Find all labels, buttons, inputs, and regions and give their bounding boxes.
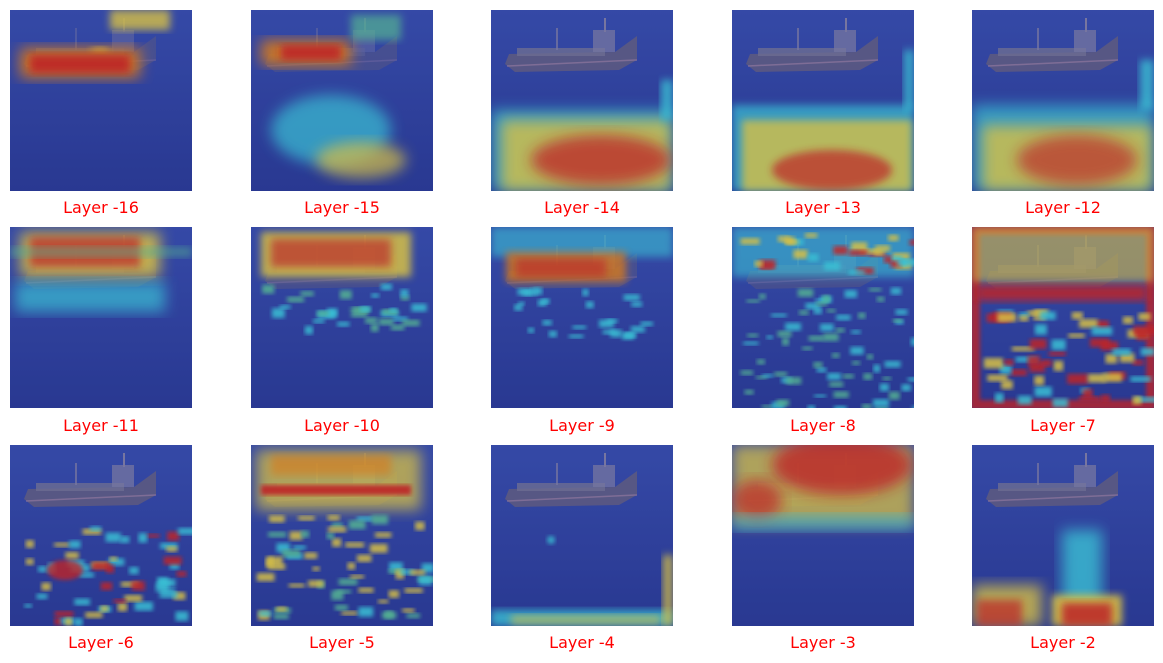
layer-label: Layer -8 [732, 416, 914, 436]
layer-label: Layer -7 [972, 416, 1154, 436]
layer-label: Layer -10 [251, 416, 433, 436]
layer-label: Layer -11 [10, 416, 192, 436]
heatmap-image [972, 10, 1154, 191]
heatmap-image [732, 227, 914, 408]
heatmap-panel [10, 445, 192, 626]
heatmap-panel [732, 227, 914, 408]
heatmap-image [732, 10, 914, 191]
layer-label: Layer -13 [732, 198, 914, 218]
heatmap-panel [972, 227, 1154, 408]
heatmap-panel [972, 445, 1154, 626]
layer-label: Layer -16 [10, 198, 192, 218]
heatmap-panel [251, 445, 433, 626]
heatmap-image [251, 227, 433, 408]
heatmap-image [972, 445, 1154, 626]
layer-label: Layer -2 [972, 633, 1154, 653]
layer-label: Layer -12 [972, 198, 1154, 218]
heatmap-image [972, 227, 1154, 408]
heatmap-panel [972, 10, 1154, 191]
heatmap-panel [251, 10, 433, 191]
heatmap-panel [491, 10, 673, 191]
layer-label: Layer -3 [732, 633, 914, 653]
heatmap-panel [251, 227, 433, 408]
heatmap-panel [491, 445, 673, 626]
heatmap-image [251, 445, 433, 626]
layer-label: Layer -9 [491, 416, 673, 436]
heatmap-image [10, 445, 192, 626]
heatmap-image [10, 10, 192, 191]
heatmap-panel [10, 10, 192, 191]
layer-label: Layer -4 [491, 633, 673, 653]
layer-label: Layer -15 [251, 198, 433, 218]
heatmap-image [10, 227, 192, 408]
heatmap-image [491, 10, 673, 191]
layer-label: Layer -14 [491, 198, 673, 218]
heatmap-image [251, 10, 433, 191]
heatmap-image [491, 445, 673, 626]
layer-label: Layer -5 [251, 633, 433, 653]
heatmap-panel [732, 10, 914, 191]
heatmap-panel [732, 445, 914, 626]
heatmap-image [732, 445, 914, 626]
layer-label: Layer -6 [10, 633, 192, 653]
heatmap-panel [491, 227, 673, 408]
heatmap-image [491, 227, 673, 408]
heatmap-panel [10, 227, 192, 408]
